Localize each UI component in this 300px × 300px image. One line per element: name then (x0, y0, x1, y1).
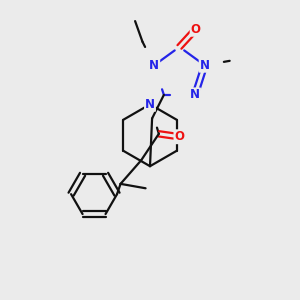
Text: N: N (190, 88, 200, 101)
Text: N: N (200, 59, 210, 72)
Text: O: O (190, 23, 201, 36)
Text: O: O (174, 130, 184, 143)
Text: N: N (149, 59, 159, 72)
Text: N: N (145, 98, 155, 111)
